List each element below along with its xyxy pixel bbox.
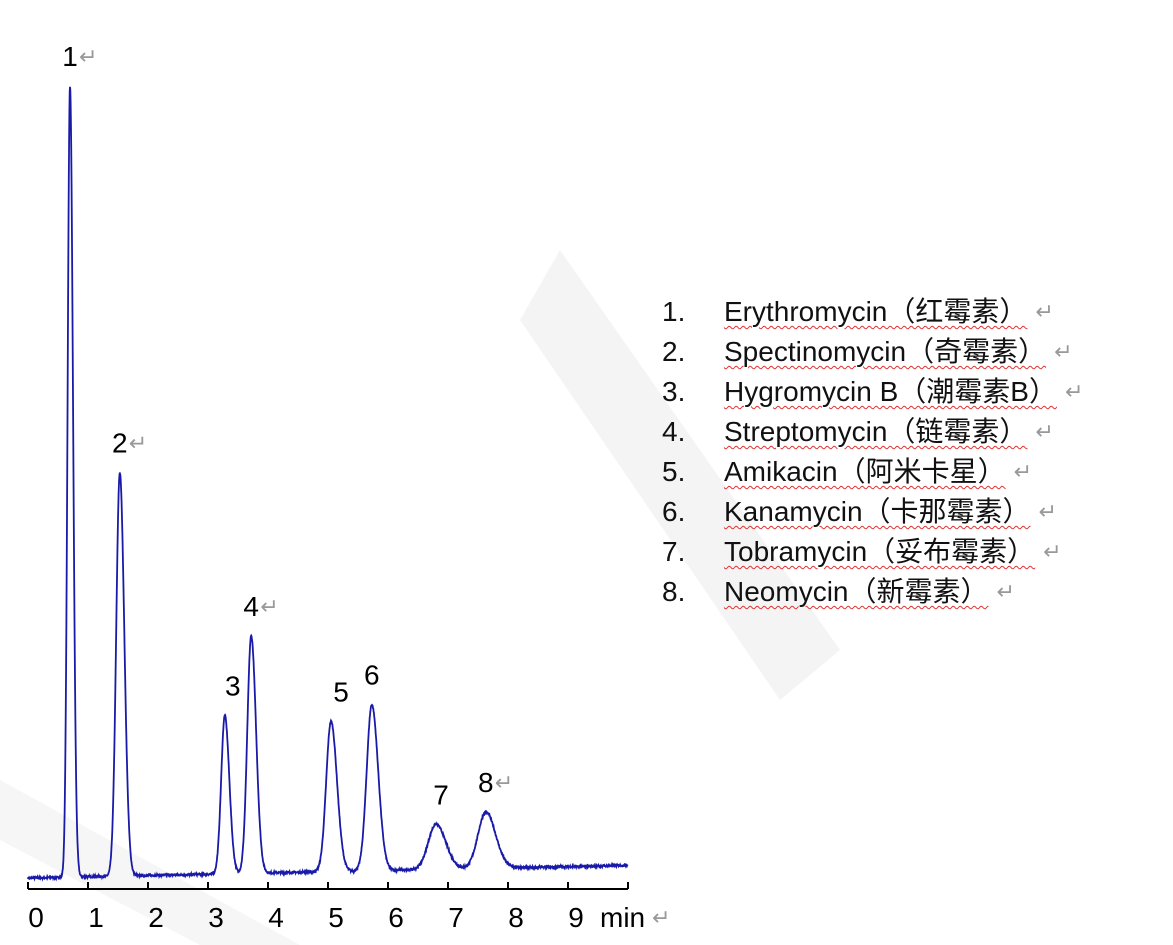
legend: 1. Erythromycin（红霉素） ↵ 2. Spectinomycin（奇霉素）… [662,292,1083,612]
legend-name: Streptomycin（链霉素） [724,416,1028,447]
peak-label-1: 1 ↵ [62,41,97,72]
legend-item: 3. Hygromycin B（潮霉素B） ↵ [662,372,1083,412]
svg-text:2: 2 [112,428,128,459]
x-tick-label: 9 [568,902,584,933]
peak-label-5: 5 [333,676,349,707]
return-mark: ↵ [1035,299,1054,324]
legend-number: 8. [662,576,686,607]
x-tick-label: 4 [268,902,284,933]
legend-number: 4. [662,416,686,447]
x-tick-label: 2 [148,902,164,933]
return-mark: ↵ [260,594,278,619]
svg-text:3: 3 [225,671,241,702]
legend-name: Kanamycin（卡那霉素） [724,496,1031,527]
x-tick-label: 0 [28,902,44,933]
legend-name: Tobramycin（妥布霉素） [724,536,1036,567]
svg-text:4: 4 [243,591,259,622]
svg-text:8: 8 [478,767,494,798]
x-tick-label: 7 [448,902,464,933]
x-axis-label-return: ↵ [652,905,670,930]
x-tick-label: 8 [508,902,524,933]
return-mark: ↵ [1054,339,1073,364]
peak-label-3: 3 [225,671,241,702]
svg-text:6: 6 [364,660,380,691]
peak-label-8: 8 ↵ [478,767,513,798]
return-mark: ↵ [1013,459,1033,484]
legend-item: 2. Spectinomycin（奇霉素） ↵ [662,332,1083,372]
legend-number: 5. [662,456,686,487]
return-mark: ↵ [1035,419,1054,444]
legend-item: 8. Neomycin（新霉素） ↵ [662,572,1083,612]
legend-name: Hygromycin B（潮霉素B） [724,376,1057,407]
svg-text:5: 5 [333,676,349,707]
legend-name: Amikacin（阿米卡星） [724,456,1006,487]
legend-name: Spectinomycin（奇霉素） [724,336,1047,367]
legend-item: 6. Kanamycin（卡那霉素） ↵ [662,492,1083,532]
peak-label-2: 2 ↵ [112,428,147,459]
x-tick-label: 5 [328,902,344,933]
legend-item: 7. Tobramycin（妥布霉素） ↵ [662,532,1083,572]
x-tick-label: 6 [388,902,404,933]
legend-item: 1. Erythromycin（红霉素） ↵ [662,292,1083,332]
peak-label-4: 4 ↵ [243,591,278,622]
return-mark: ↵ [495,770,513,795]
legend-number: 7. [662,536,686,567]
return-mark: ↵ [996,579,1015,604]
return-mark: ↵ [129,431,147,456]
peak-label-6: 6 [364,660,380,691]
x-axis-label: min [600,902,645,933]
legend-name: Erythromycin（红霉素） [724,296,1028,327]
return-mark: ↵ [1038,499,1057,524]
legend-item: 5. Amikacin（阿米卡星） ↵ [662,452,1083,492]
x-tick-label: 3 [208,902,224,933]
legend-number: 3. [662,376,686,407]
svg-text:7: 7 [433,779,449,810]
legend-number: 2. [662,336,686,367]
legend-number: 6. [662,496,686,527]
chromatogram-trace [27,86,629,882]
legend-item: 4. Streptomycin（链霉素） ↵ [662,412,1083,452]
return-mark: ↵ [1064,379,1084,404]
svg-text:1: 1 [62,41,78,72]
peak-label-7: 7 [433,779,449,810]
return-mark: ↵ [1043,539,1062,564]
x-tick-label: 1 [88,902,104,933]
watermark [0,250,840,945]
legend-number: 1. [662,296,686,327]
legend-name: Neomycin（新霉素） [724,576,989,607]
return-mark: ↵ [79,44,97,69]
